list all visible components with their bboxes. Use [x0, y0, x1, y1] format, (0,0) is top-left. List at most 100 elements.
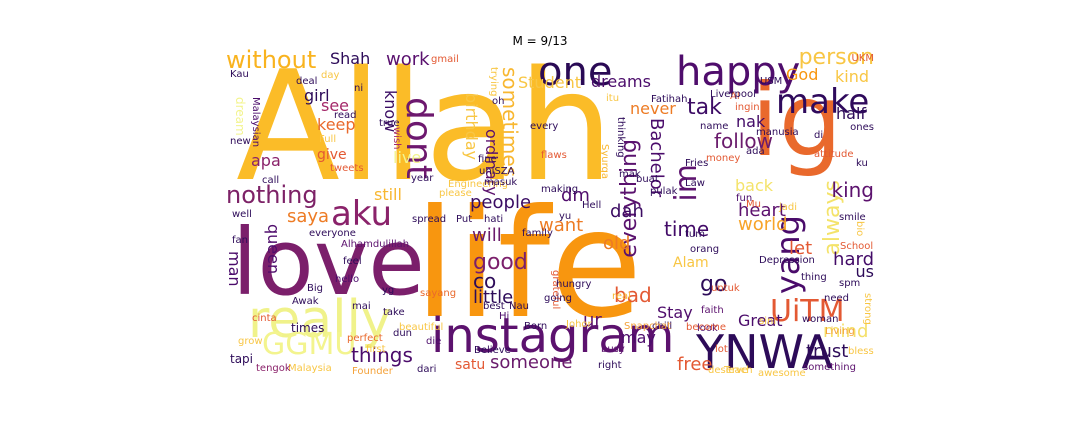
cloud-word: good — [473, 250, 528, 275]
cloud-word: right — [598, 360, 622, 371]
cloud-word: tengok — [256, 363, 291, 374]
cloud-word: hungry — [556, 279, 592, 290]
cloud-word: God — [786, 65, 819, 84]
cloud-word: spm — [839, 278, 861, 289]
cloud-word: ig — [751, 62, 843, 179]
cloud-word: tum — [685, 229, 705, 240]
cloud-word: let — [789, 238, 813, 259]
cloud-word: one — [538, 49, 613, 95]
cloud-word: nothing — [226, 181, 318, 209]
cloud-word: see — [321, 96, 350, 115]
cloud-word: Student — [518, 73, 581, 92]
cloud-word: little — [473, 287, 514, 308]
cloud-word: tweets — [330, 163, 364, 174]
cloud-word: School — [840, 241, 874, 252]
cloud-word: perfect — [347, 333, 383, 344]
cloud-word: jadi — [779, 202, 798, 213]
cloud-word: spread — [412, 214, 447, 225]
cloud-word: free — [677, 354, 713, 375]
word-cloud: Allah life love ig instagram really YNWA one hap… — [226, 47, 874, 379]
cloud-word: GGMU — [262, 327, 357, 362]
cloud-word: ones — [850, 122, 874, 133]
cloud-word: buat — [636, 174, 659, 185]
cloud-word: Syurga — [599, 144, 610, 180]
cloud-word: Depression — [759, 255, 815, 266]
cloud-word: Teach — [724, 365, 753, 376]
cloud-word: look — [697, 323, 718, 334]
cloud-word: Al — [730, 91, 740, 102]
cloud-word: Alam — [673, 255, 709, 271]
cloud-word: new — [230, 136, 251, 147]
cloud-word: bless — [848, 346, 874, 357]
cloud-word: oh — [492, 96, 505, 107]
cloud-word: Awak — [292, 296, 319, 307]
cloud-word: Born — [524, 321, 548, 332]
cloud-word: busy — [601, 344, 625, 355]
cloud-word: life — [414, 178, 643, 352]
cloud-word: UiTM — [770, 294, 845, 329]
cloud-word: call — [262, 175, 280, 186]
cloud-word: time — [664, 217, 710, 241]
cloud-word: die — [426, 336, 442, 347]
cloud-word: live — [393, 148, 422, 167]
cloud-word: Engineering — [448, 179, 508, 190]
cloud-word: kind — [835, 67, 870, 86]
cloud-word: need — [824, 293, 849, 304]
cloud-word: faith — [701, 305, 724, 316]
cloud-word: year — [411, 173, 434, 184]
cloud-word: birthday — [462, 93, 481, 161]
cloud-word: Hell — [582, 200, 602, 211]
cloud-word: sometimes — [498, 67, 522, 178]
cloud-word: want — [539, 215, 584, 236]
cloud-word: Put — [456, 214, 473, 225]
cloud-word: half — [836, 104, 867, 123]
cloud-word: manusia — [756, 127, 799, 138]
cloud-word: itu — [606, 93, 620, 104]
cloud-word: happy — [676, 49, 801, 95]
cloud-word: dun — [393, 328, 413, 339]
cloud-word: queen — [264, 224, 283, 275]
cloud-word: true — [379, 118, 400, 129]
cloud-word: Hi — [499, 311, 510, 322]
cloud-word: aku — [331, 194, 393, 234]
cloud-word: name — [700, 121, 729, 132]
cloud-word: someone — [490, 352, 573, 373]
cloud-word: YNWA — [696, 325, 833, 379]
cloud-word: lot — [715, 344, 728, 355]
cloud-word: Snapchat — [624, 321, 672, 332]
cloud-word: bad — [614, 283, 652, 307]
cloud-word: without — [226, 47, 317, 74]
cloud-word: ada — [746, 146, 765, 157]
cloud-word: Kau — [230, 69, 249, 80]
cloud-word: read — [334, 110, 357, 121]
cloud-word: Big — [307, 283, 323, 294]
cloud-word: dah — [610, 201, 644, 222]
cloud-word: cinta — [252, 313, 277, 324]
cloud-word: instagram — [431, 308, 675, 364]
cloud-word: attitude — [814, 149, 854, 160]
cloud-word: nak — [736, 112, 766, 131]
cloud-word: ni — [354, 83, 364, 94]
cloud-word: going — [544, 293, 572, 304]
cloud-word: girl — [304, 86, 330, 105]
cloud-word: make — [776, 82, 870, 122]
cloud-word: love — [232, 209, 425, 316]
cloud-word: times — [291, 321, 325, 335]
cloud-word: Malaysia — [288, 363, 332, 374]
cloud-word: dream — [233, 97, 247, 136]
cloud-word: Alhamdulillah — [341, 239, 410, 250]
cloud-word: chill — [652, 321, 673, 332]
cloud-word: dari — [417, 364, 437, 375]
cloud-word: well — [232, 209, 252, 220]
cloud-word: please — [439, 188, 472, 199]
cloud-word: bio — [854, 221, 865, 237]
cloud-word: saya — [287, 206, 330, 227]
cloud-word: Believe — [474, 345, 511, 356]
cloud-word: fan — [232, 235, 248, 246]
cloud-word: deal — [296, 76, 318, 87]
cloud-word: still — [374, 185, 402, 204]
cloud-word: untuk — [711, 283, 740, 294]
cloud-word: old — [603, 233, 631, 254]
cloud-word: fun — [736, 193, 753, 204]
cloud-word: take — [383, 307, 405, 318]
